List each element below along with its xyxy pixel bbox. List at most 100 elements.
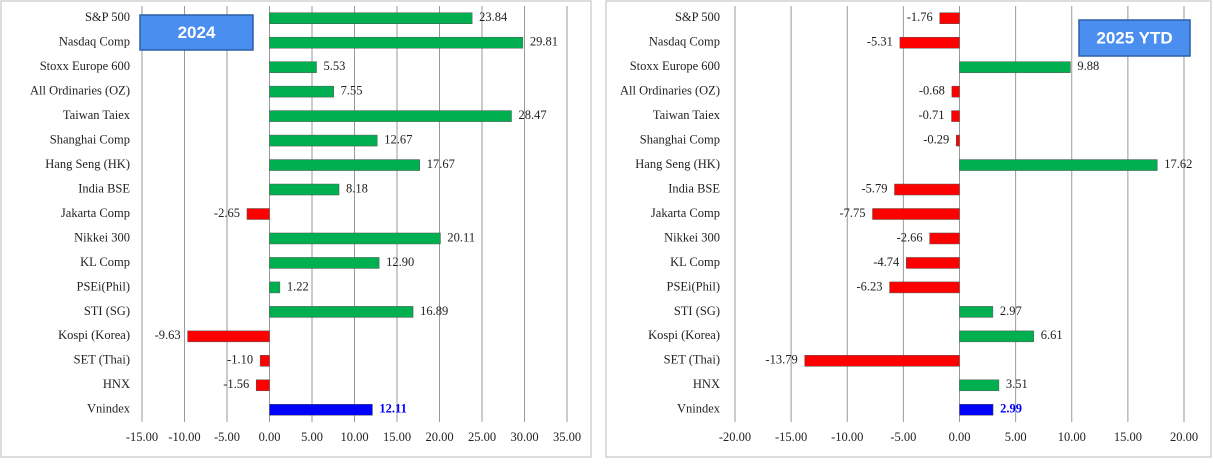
category-label: S&P 500	[675, 10, 720, 24]
value-label: -1.76	[907, 10, 933, 24]
x-tick-label: -5.00	[214, 430, 240, 444]
chart-title: 2025 YTD	[1096, 28, 1172, 47]
bar	[269, 12, 473, 24]
x-tick-label: 25.00	[468, 430, 496, 444]
bar	[269, 134, 378, 147]
value-label: 5.53	[324, 59, 346, 73]
x-tick-label: 10.00	[1058, 430, 1086, 444]
x-tick-label: 15.00	[383, 430, 411, 444]
x-tick-label: -20.00	[719, 430, 751, 444]
x-tick-label: -15.00	[126, 430, 158, 444]
right-panel	[605, 0, 1212, 458]
value-label: 29.81	[530, 35, 558, 49]
value-label: 12.11	[379, 402, 406, 416]
category-label: Kospi (Korea)	[58, 328, 130, 342]
title-box	[139, 14, 254, 51]
category-label: PSEi(Phil)	[77, 279, 131, 293]
bar	[894, 183, 960, 196]
bar	[959, 159, 1158, 171]
bar	[959, 404, 994, 416]
category-label: Vnindex	[87, 402, 131, 416]
category-label: Jakarta Comp	[61, 206, 130, 220]
category-label: STI (SG)	[674, 304, 720, 318]
category-label: Stoxx Europe 600	[40, 59, 130, 73]
category-label: STI (SG)	[84, 304, 130, 318]
category-label: Taiwan Taiex	[653, 108, 721, 122]
x-tick-label: -5.00	[890, 430, 916, 444]
x-tick-label: 5.00	[301, 430, 323, 444]
bar	[889, 281, 960, 294]
category-label: HNX	[103, 377, 130, 391]
x-tick-label: 20.00	[1170, 430, 1198, 444]
bar	[269, 281, 281, 294]
value-label: -1.56	[223, 377, 249, 391]
value-label: 28.47	[518, 108, 546, 122]
chart-title: 2024	[178, 23, 216, 42]
bar	[959, 330, 1034, 343]
x-tick-label: -15.00	[775, 430, 807, 444]
value-label: 17.67	[427, 157, 455, 171]
category-label: SET (Thai)	[74, 353, 130, 367]
category-label: KL Comp	[80, 255, 130, 269]
x-tick-label: 15.00	[1114, 430, 1142, 444]
value-label: 16.89	[420, 304, 448, 318]
bar	[929, 232, 960, 245]
category-label: Stoxx Europe 600	[630, 59, 720, 73]
value-label: 2.99	[1000, 402, 1022, 416]
value-label: 1.22	[287, 279, 309, 293]
category-label: KL Comp	[670, 255, 720, 269]
category-label: Taiwan Taiex	[63, 108, 131, 122]
value-label: -5.79	[861, 181, 887, 195]
category-label: Hang Seng (HK)	[635, 157, 720, 171]
category-label: All Ordinaries (OZ)	[620, 84, 720, 98]
value-label: -5.31	[867, 35, 893, 49]
value-label: -6.23	[857, 279, 883, 293]
category-label: SET (Thai)	[664, 353, 720, 367]
x-tick-label: 30.00	[510, 430, 538, 444]
title-box	[1078, 19, 1191, 57]
value-label: -4.74	[873, 255, 900, 269]
value-label: 12.67	[384, 132, 412, 146]
value-label: 9.88	[1077, 59, 1099, 73]
category-label: Vnindex	[677, 402, 721, 416]
bar	[246, 208, 270, 220]
category-label: Shanghai Comp	[640, 132, 720, 146]
x-tick-label: 20.00	[425, 430, 453, 444]
value-label: -0.29	[923, 132, 949, 146]
bar	[259, 355, 270, 367]
x-tick-label: -10.00	[831, 430, 863, 444]
category-label: Kospi (Korea)	[648, 328, 720, 342]
value-label: -2.65	[214, 206, 240, 220]
x-tick-label: 5.00	[1005, 430, 1027, 444]
bar	[187, 330, 270, 343]
bar	[269, 159, 420, 171]
bar	[269, 36, 524, 49]
bar	[959, 379, 1000, 392]
value-label: 17.62	[1164, 157, 1192, 171]
x-tick-label: 0.00	[949, 430, 971, 444]
x-tick-label: 0.00	[259, 430, 281, 444]
category-label: All Ordinaries (OZ)	[30, 84, 130, 98]
bar	[269, 183, 340, 196]
value-label: 23.84	[479, 10, 508, 24]
value-label: -7.75	[839, 206, 865, 220]
bar	[951, 110, 960, 122]
bar	[955, 134, 960, 147]
category-label: India BSE	[78, 181, 130, 195]
value-label: 2.97	[1000, 304, 1022, 318]
category-label: Hang Seng (HK)	[45, 157, 130, 171]
x-tick-label: -10.00	[168, 430, 200, 444]
category-label: S&P 500	[85, 10, 130, 24]
category-label: Jakarta Comp	[651, 206, 720, 220]
category-label: Nikkei 300	[74, 230, 130, 244]
bar	[804, 355, 960, 367]
bar	[269, 110, 512, 122]
value-label: 20.11	[447, 230, 475, 244]
bar	[255, 379, 270, 392]
value-label: -13.79	[765, 353, 797, 367]
bar	[269, 306, 414, 318]
value-label: -2.66	[897, 230, 923, 244]
bar	[269, 85, 334, 98]
bar	[959, 306, 994, 318]
